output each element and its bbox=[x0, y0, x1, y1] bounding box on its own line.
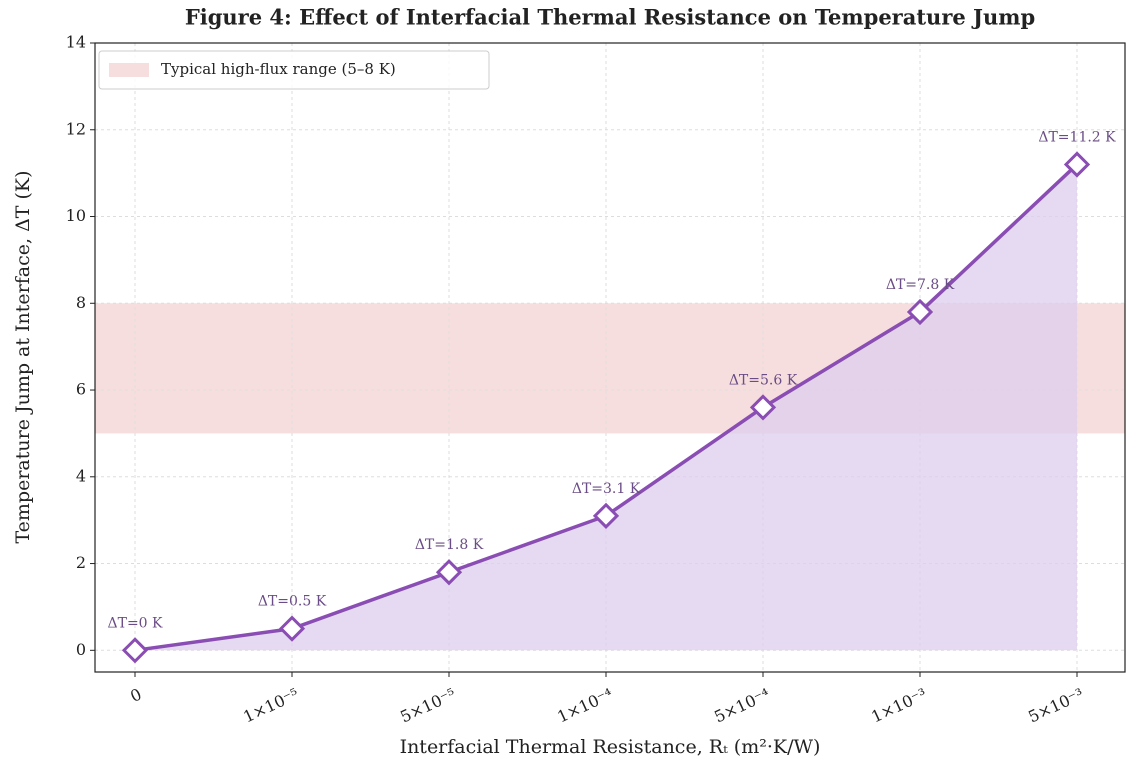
data-label: ΔT=3.1 K bbox=[572, 481, 641, 497]
x-tick-label: 0 bbox=[127, 684, 144, 706]
y-tick-label: 10 bbox=[66, 206, 86, 225]
marker bbox=[121, 637, 149, 664]
data-label: ΔT=11.2 K bbox=[1038, 129, 1116, 145]
data-label: ΔT=1.8 K bbox=[415, 537, 484, 553]
marker bbox=[278, 615, 306, 642]
x-axis-label: Interfacial Thermal Resistance, Rₜ (m²·K… bbox=[400, 736, 821, 758]
y-tick-label: 14 bbox=[66, 33, 86, 52]
data-label: ΔT=0.5 K bbox=[258, 594, 327, 610]
x-tick-label: 1×10⁻³ bbox=[868, 684, 929, 726]
plot-frame bbox=[94, 42, 1126, 673]
data-label: ΔT=0 K bbox=[108, 615, 164, 631]
y-axis-label: Temperature Jump at Interface, ΔT (K) bbox=[12, 170, 34, 543]
marker bbox=[1063, 151, 1091, 178]
y-tick-label: 0 bbox=[76, 640, 86, 659]
marker bbox=[749, 394, 777, 421]
y-tick-label: 2 bbox=[76, 553, 86, 572]
legend-label: Typical high-flux range (5–8 K) bbox=[161, 60, 396, 78]
legend-swatch bbox=[109, 63, 149, 77]
x-tick-label: 1×10⁻⁴ bbox=[554, 684, 615, 726]
x-tick-label: 5×10⁻⁴ bbox=[711, 684, 772, 726]
x-tick-label: 5×10⁻³ bbox=[1025, 684, 1086, 726]
y-tick-label: 6 bbox=[76, 380, 86, 399]
data-label: ΔT=7.8 K bbox=[886, 277, 955, 293]
x-tick-label: 1×10⁻⁵ bbox=[240, 684, 301, 726]
y-tick-label: 12 bbox=[66, 119, 86, 138]
marker bbox=[435, 559, 463, 586]
marker bbox=[592, 502, 620, 529]
y-tick-label: 8 bbox=[76, 293, 86, 312]
legend-box bbox=[98, 50, 490, 90]
data-label: ΔT=5.6 K bbox=[729, 372, 798, 388]
chart-title: Figure 4: Effect of Interfacial Thermal … bbox=[185, 5, 1035, 30]
area bbox=[135, 164, 1077, 651]
marker bbox=[906, 298, 934, 326]
y-tick-label: 4 bbox=[76, 466, 86, 485]
x-tick-label: 5×10⁻⁵ bbox=[397, 684, 458, 726]
